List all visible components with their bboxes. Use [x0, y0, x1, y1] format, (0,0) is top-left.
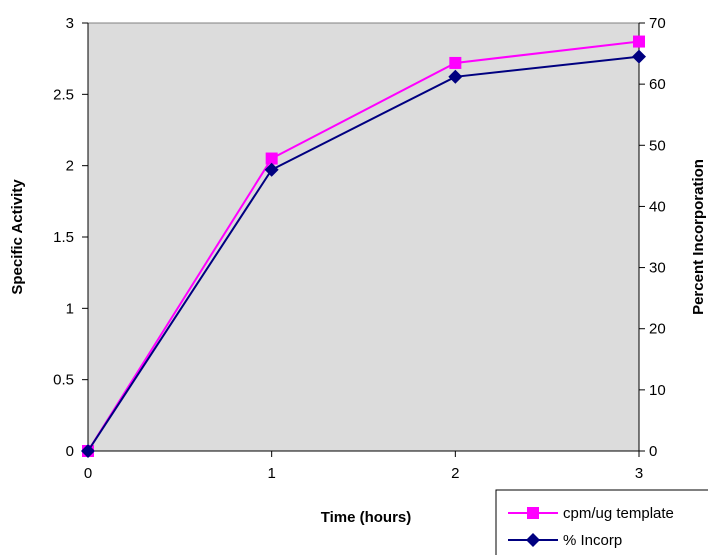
y-tick-label: 1: [66, 300, 74, 317]
y2-tick-label: 70: [649, 15, 666, 32]
series-line-1: [87, 55, 640, 452]
data-point-square: [633, 35, 645, 48]
y2-tick-label: 40: [649, 198, 666, 215]
data-point-diamond: [264, 162, 279, 177]
y2-tick-label: 30: [649, 260, 666, 277]
series-line-0: [87, 40, 640, 452]
y2-tick-label: 0: [649, 443, 657, 460]
legend-marker-cpm: [527, 507, 539, 519]
y-axis-title: Specific Activity: [9, 179, 26, 295]
y2-tick-label: 60: [649, 76, 666, 93]
y-tick-label: 2.5: [53, 86, 74, 103]
plot-area: [87, 22, 640, 452]
y-tick-label: 0: [66, 443, 74, 460]
data-point-diamond: [81, 444, 95, 458]
legend-marker-incorp: [526, 533, 540, 547]
data-point-diamond: [632, 49, 646, 64]
x-tick-label: 0: [84, 465, 92, 482]
y2-axis-title: Percent Incorporation: [690, 159, 707, 315]
x-tick-label: 1: [267, 465, 275, 482]
y-tick-label: 3: [66, 15, 74, 32]
y-tick-label: 2: [66, 158, 74, 175]
y2-tick-label: 10: [649, 382, 666, 399]
series-layer: [81, 35, 646, 458]
x-tick-label: 2: [451, 465, 459, 482]
data-point-square: [265, 152, 278, 165]
y-tick-label: 0.5: [53, 372, 74, 389]
y2-tick-label: 50: [649, 137, 666, 154]
x-axis-title: Time (hours): [321, 509, 412, 526]
data-point-diamond: [448, 69, 463, 84]
legend-label-cpm: cpm/ug template: [563, 505, 674, 522]
x-tick-label: 3: [635, 465, 643, 482]
data-point-square: [449, 56, 462, 69]
legend: cpm/ug template % Incorp: [495, 489, 708, 555]
y2-tick-label: 20: [649, 321, 666, 338]
legend-box: [495, 489, 708, 555]
y-tick-label: 1.5: [53, 229, 74, 246]
legend-label-incorp: % Incorp: [563, 532, 622, 549]
